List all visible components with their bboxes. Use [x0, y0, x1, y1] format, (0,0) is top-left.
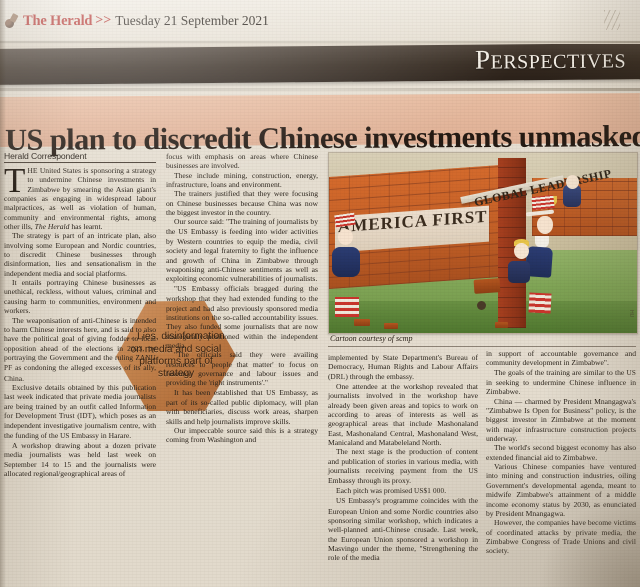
chevron-separator-icon: >>	[95, 13, 112, 28]
cartoon-figure-back-body	[563, 185, 582, 208]
paper-smudge	[604, 10, 620, 30]
drop-cap: T	[4, 161, 26, 200]
paragraph: "US Embassy officials bragged during the…	[166, 283, 318, 350]
paragraph: Exclusive details obtained by this publi…	[4, 382, 156, 440]
article-column-2: focus with emphasis on areas where Chine…	[166, 152, 318, 445]
section-band-rule	[0, 88, 640, 91]
paragraph: Our source said: "The training of journa…	[166, 217, 319, 284]
paragraph: The weaponisation of anti-Chinese is int…	[4, 315, 157, 383]
byline-rule	[4, 162, 156, 163]
cartoonist-signature: HU	[628, 309, 634, 317]
cartoon-worker-head	[513, 243, 529, 259]
paragraph: focus with emphasis on areas where Chine…	[166, 152, 318, 171]
paragraph: However, the companies have become victi…	[486, 518, 636, 556]
paragraph: "The officials said they were availing r…	[166, 350, 318, 388]
masthead-bar: The Herald >> Tuesday 21 September 2021	[0, 0, 640, 42]
paragraph: The strategy is part of an intricate pla…	[4, 231, 156, 278]
cartoon-loose-brick	[353, 318, 370, 326]
herald-emblem-icon	[4, 13, 19, 28]
paragraph: The world's second biggest economy has a…	[486, 443, 636, 462]
issue-date: Tuesday 21 September 2021	[115, 13, 269, 28]
paragraph: A workshop drawing about a dozen private…	[4, 440, 156, 478]
uncle-sam-2-body	[332, 246, 361, 277]
article-column-3: implemented by State Department's Bureau…	[328, 353, 478, 563]
paragraph: The trainers justified that they were fo…	[166, 189, 318, 218]
paragraph: US Embassy's programme coincides with th…	[328, 496, 478, 563]
paragraph: The next stage is the production of cont…	[328, 447, 478, 486]
cartoon-wheelbarrow-wheel	[476, 300, 486, 310]
article-body: T HE United States is sponsoring a strate…	[0, 150, 640, 587]
cartoon-worker-body	[507, 261, 530, 283]
paragraph: Various Chinese companies have ventured …	[486, 462, 636, 518]
article-column-1: T HE United States is sponsoring a strate…	[4, 161, 157, 478]
paragraph: T HE United States is sponsoring a strate…	[4, 161, 156, 232]
paragraph: Our impeccable source said this is a str…	[166, 425, 318, 445]
cartoon-worker-hair	[513, 239, 529, 247]
section-title: PERSPECTIVES	[474, 44, 627, 75]
masthead-rule	[0, 41, 640, 43]
editorial-cartoon: AMERICA FIRST GLOBAL LEADERSHIP HU	[328, 152, 638, 334]
article-column-4: in support of accountable governance and…	[486, 349, 636, 556]
publication-name: The Herald	[23, 12, 93, 29]
paragraph: implemented by State Department's Bureau…	[328, 353, 478, 381]
uncle-sam-head	[536, 216, 553, 234]
paragraph: It has been established that US Embassy,…	[166, 387, 318, 426]
paragraph: These include mining, construction, ener…	[166, 170, 318, 190]
cartoon-loose-brick	[384, 323, 399, 330]
cartoon-loose-brick	[495, 321, 509, 328]
paragraph: The goals of the training are similar to…	[486, 367, 636, 397]
paragraph: It entails portraying Chinese businesses…	[4, 278, 156, 316]
paragraph: in support of accountable governance and…	[486, 349, 636, 368]
paragraph: Each pitch was promised US$1 000.	[336, 485, 447, 495]
cartoon-caption: Cartoon courtesy of scmp	[330, 334, 413, 343]
paragraph: China — charmed by President Mnangagwa's…	[486, 396, 636, 444]
paragraph: One attendee at the workshop revealed th…	[328, 382, 478, 448]
uncle-sam-2-head	[338, 228, 354, 245]
caption-rule	[328, 346, 636, 347]
cartoon-figure-back-head	[566, 174, 580, 189]
byline: Herald Correspondent	[4, 151, 87, 161]
uncle-sam-beard	[535, 235, 550, 248]
uncle-sam-2-striped-legs	[335, 297, 360, 317]
